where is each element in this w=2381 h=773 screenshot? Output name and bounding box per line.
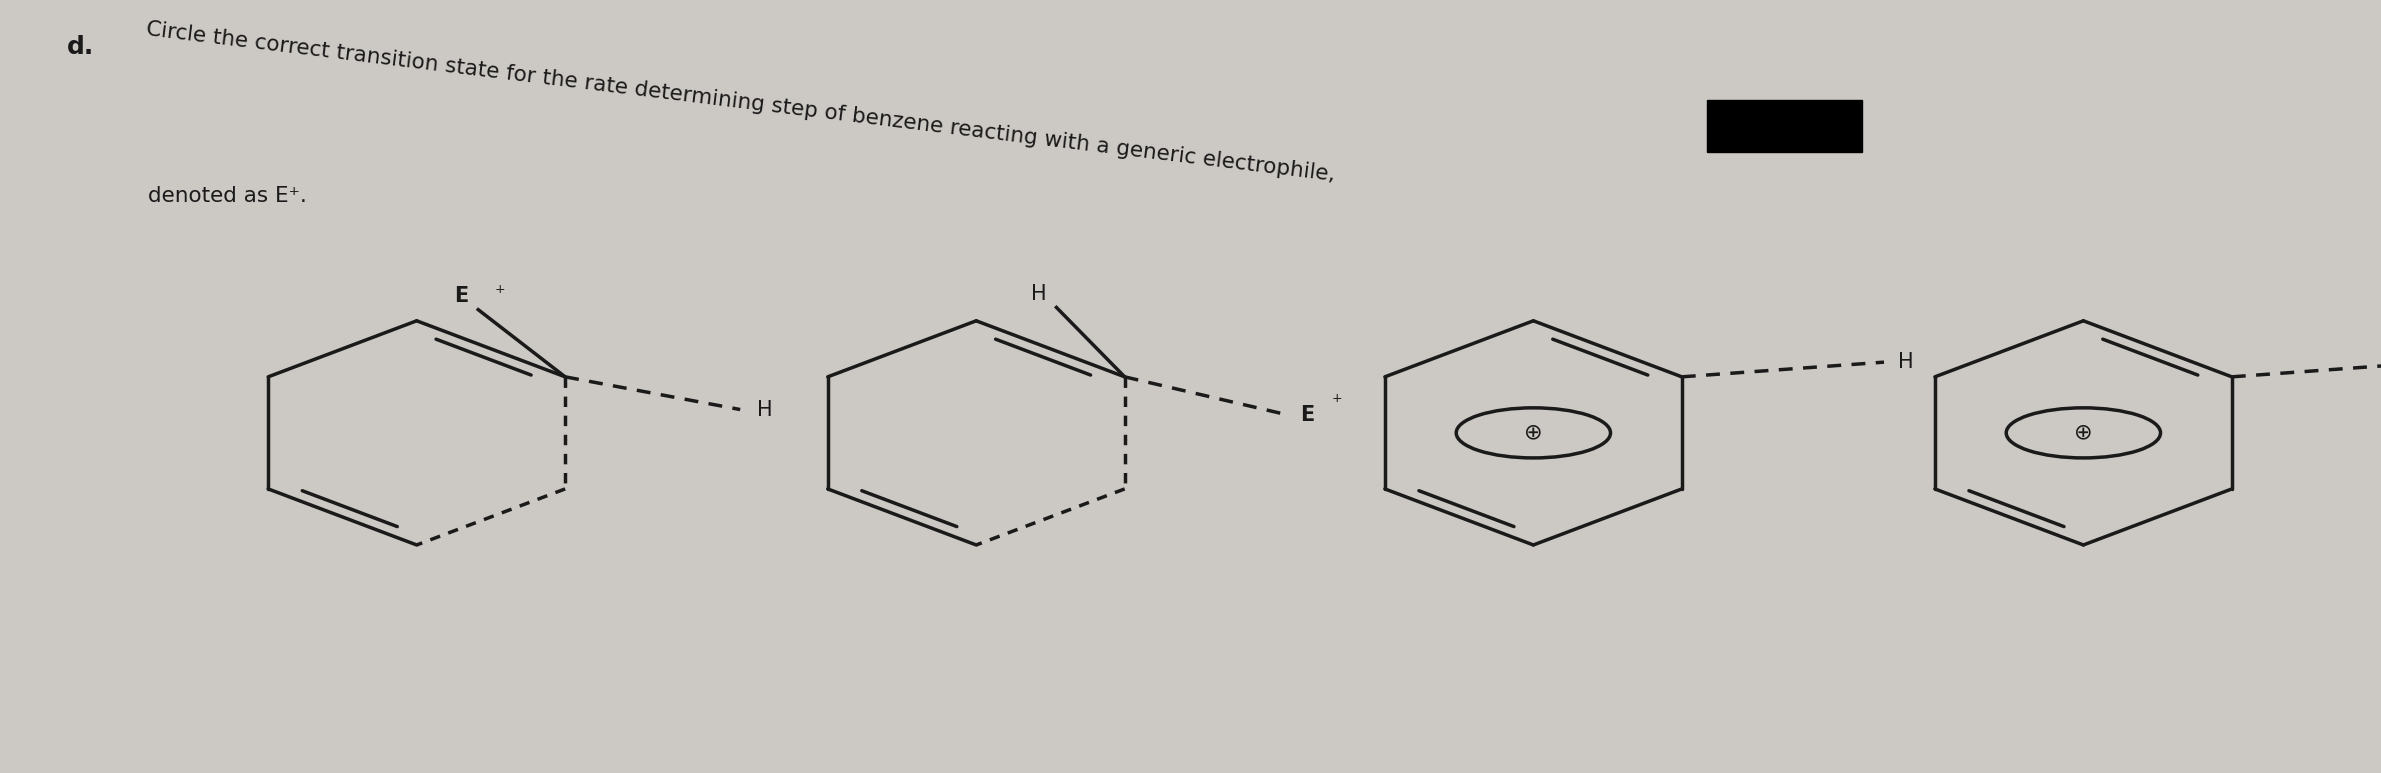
Text: denoted as E⁺.: denoted as E⁺. xyxy=(148,186,307,206)
FancyBboxPatch shape xyxy=(1707,100,1862,152)
Text: +: + xyxy=(1331,392,1343,405)
Text: H: H xyxy=(1898,352,1914,372)
Text: Circle the correct transition state for the rate determining step of benzene rea: Circle the correct transition state for … xyxy=(145,19,1336,186)
Text: ⊕: ⊕ xyxy=(1524,423,1543,443)
Text: H: H xyxy=(1031,284,1048,304)
Text: +: + xyxy=(495,283,505,296)
Text: ⊕: ⊕ xyxy=(2074,423,2093,443)
Text: E: E xyxy=(455,286,469,306)
Text: d.: d. xyxy=(67,35,93,59)
Text: H: H xyxy=(757,400,771,420)
Text: E: E xyxy=(1300,405,1314,425)
